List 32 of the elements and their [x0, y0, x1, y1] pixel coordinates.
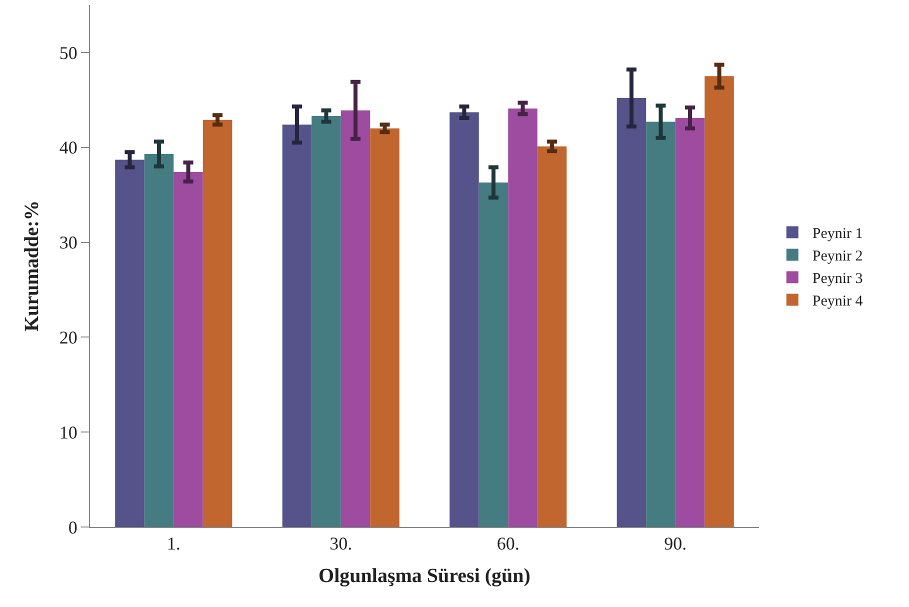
y-tick-label: 50	[59, 42, 78, 63]
bar	[370, 128, 400, 527]
bar	[202, 120, 232, 527]
bar	[646, 122, 676, 527]
x-tick-label: 30.	[330, 534, 352, 554]
bar	[115, 160, 144, 527]
y-tick-label: 10	[59, 422, 78, 442]
y-tick-label: 20	[59, 327, 78, 348]
y-axis-title: Kurumadde:%	[20, 200, 43, 332]
bar	[450, 112, 479, 527]
y-tick-label: 30	[59, 232, 78, 253]
bar	[704, 76, 734, 527]
bar	[312, 116, 341, 527]
legend-label: Peynir 4	[812, 294, 864, 310]
bar	[174, 172, 203, 527]
bar	[616, 98, 646, 527]
y-tick-label: 0	[68, 517, 78, 538]
x-axis-title: Olgunlaşma Süresi (gün)	[318, 565, 530, 588]
bar	[675, 118, 705, 527]
bar	[508, 108, 538, 527]
x-tick-label: 90.	[664, 534, 687, 554]
x-tick-label: 1.	[166, 534, 180, 554]
bar	[478, 182, 508, 527]
bar	[537, 146, 567, 527]
y-tick-label: 40	[59, 138, 78, 158]
bar	[144, 154, 174, 527]
legend-label: Peynir 3	[812, 271, 863, 288]
bar	[340, 110, 370, 527]
legend-label: Peynir 1	[812, 226, 863, 242]
bar	[282, 124, 312, 527]
x-tick-label: 60.	[496, 534, 520, 554]
legend-label: Peynir 2	[812, 248, 863, 265]
